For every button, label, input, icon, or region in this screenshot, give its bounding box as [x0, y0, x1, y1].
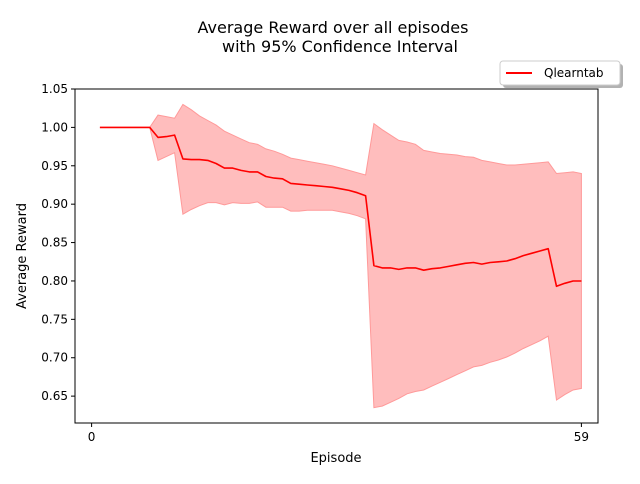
y-tick-label-6: 0.95 — [41, 159, 68, 173]
y-tick-label-4: 0.85 — [41, 236, 68, 250]
legend-frame — [499, 60, 621, 86]
y-tick-label-5: 0.90 — [41, 197, 68, 211]
legend: Qlearntab — [499, 60, 623, 88]
plot-area: 0 59 0.65 0.70 0.75 0.80 0.85 0.90 0.95 1.00 1.05 — [41, 82, 599, 444]
confidence-band-0 — [99, 103, 582, 409]
x-tick-label-1: 59 — [574, 430, 589, 444]
series-line-0 — [99, 126, 582, 288]
x-tick-label-0: 0 — [88, 430, 96, 444]
y-tick-label-0: 0.65 — [41, 389, 68, 403]
y-tick-label-1: 0.70 — [41, 351, 68, 365]
chart-title-line1: Average Reward over all episodes — [198, 18, 469, 37]
y-tick-label-7: 1.00 — [41, 120, 68, 134]
legend-label-qlearntab: Qlearntab — [544, 66, 604, 80]
y-tick-label-2: 0.75 — [41, 312, 68, 326]
y-tick-label-8: 1.05 — [41, 82, 68, 96]
plot-frame — [74, 88, 599, 424]
x-axis-label: Episode — [310, 451, 361, 466]
y-tick-label-3: 0.80 — [41, 274, 68, 288]
y-axis-label: Average Reward — [15, 203, 30, 309]
chart-title-line2: with 95% Confidence Interval — [222, 37, 458, 56]
